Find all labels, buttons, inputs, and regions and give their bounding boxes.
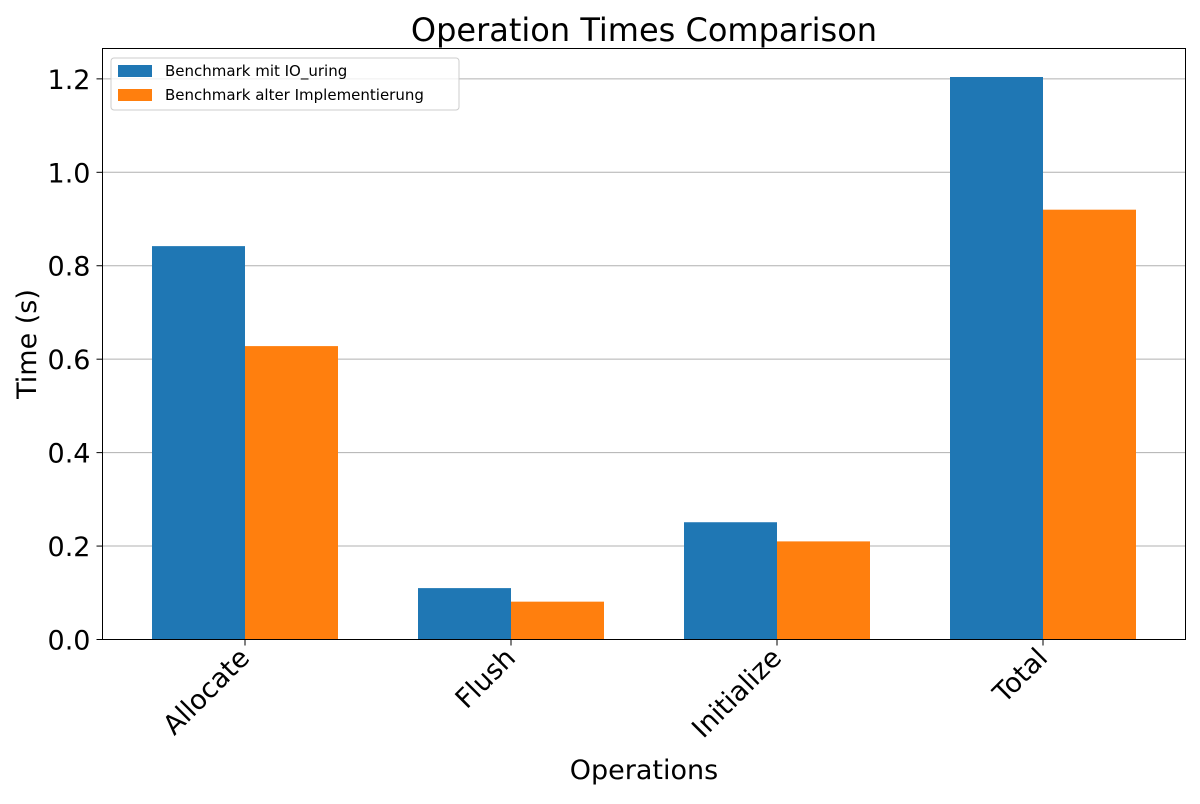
legend-label: Benchmark alter Implementierung bbox=[165, 86, 424, 104]
y-axis-ticks: 0.0 0.2 0.4 0.6 0.8 1.0 1.2 bbox=[48, 65, 103, 657]
bar-alt-allocate bbox=[245, 346, 338, 640]
bar-alt-total bbox=[1043, 209, 1136, 640]
bar-alt-initialize bbox=[777, 541, 870, 640]
legend-swatch bbox=[118, 89, 152, 101]
bar-io-uring-total bbox=[950, 76, 1043, 640]
chart-title: Operation Times Comparison bbox=[411, 11, 877, 49]
y-tick-label: 0.4 bbox=[48, 439, 91, 470]
legend-swatch bbox=[118, 65, 152, 77]
y-tick-label: 0.8 bbox=[48, 252, 91, 283]
y-axis-label: Time (s) bbox=[12, 289, 43, 400]
y-tick-label: 0.2 bbox=[48, 532, 91, 563]
y-tick-label: 0.0 bbox=[48, 626, 91, 657]
legend-box bbox=[110, 57, 460, 111]
bar-alt-flush bbox=[511, 601, 604, 640]
legend-label: Benchmark mit IO_uring bbox=[165, 62, 347, 81]
legend: Benchmark mit IO_uring Benchmark alter Im… bbox=[110, 57, 460, 111]
bar-io-uring-allocate bbox=[152, 246, 245, 640]
y-tick-label: 1.2 bbox=[48, 65, 91, 96]
y-tick-label: 0.6 bbox=[48, 345, 91, 376]
bar-io-uring-initialize bbox=[684, 522, 777, 640]
y-tick-label: 1.0 bbox=[48, 158, 91, 189]
bar-io-uring-flush bbox=[418, 588, 511, 640]
x-axis-label: Operations bbox=[570, 755, 718, 786]
bars bbox=[152, 76, 1136, 640]
plot-frame bbox=[102, 48, 1186, 640]
